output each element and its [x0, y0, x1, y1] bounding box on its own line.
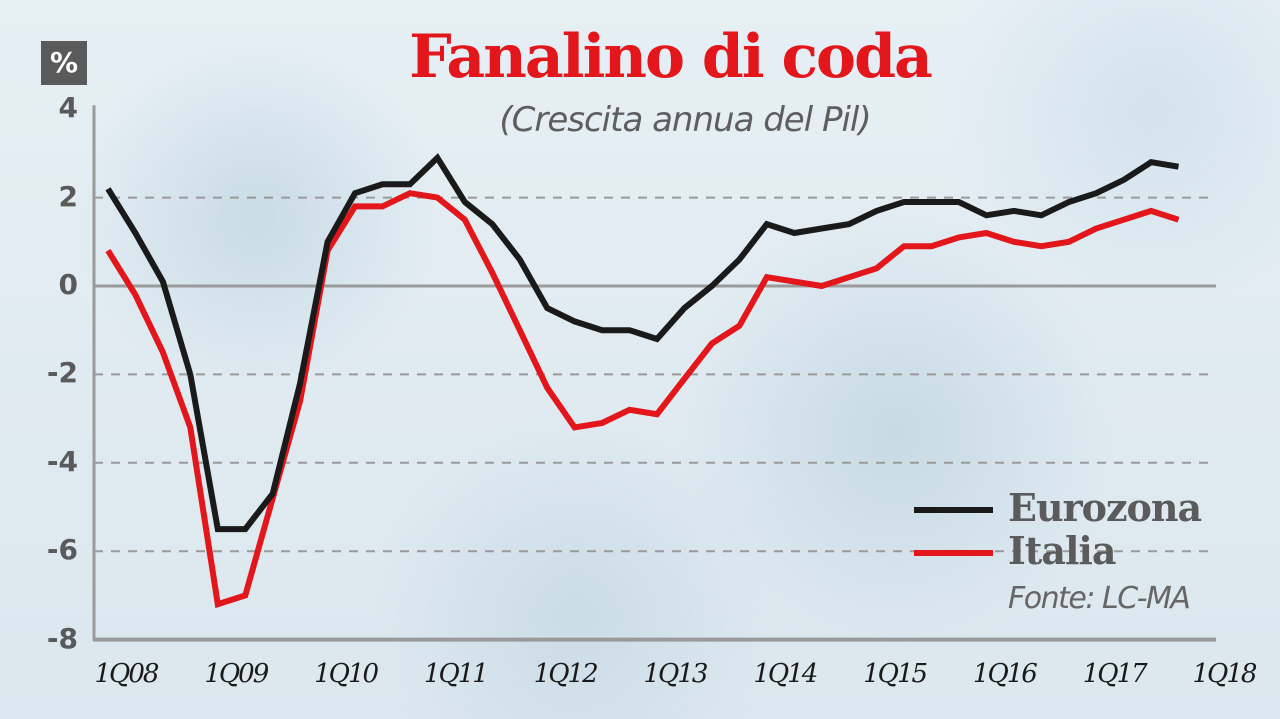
- x-tick-label: 1Q14: [753, 659, 818, 689]
- y-tick-label: -6: [46, 533, 78, 567]
- y-tick-label: -8: [46, 621, 78, 655]
- unit-badge: %: [41, 41, 87, 85]
- x-tick-label: 1Q12: [533, 659, 599, 689]
- legend-swatch-italia: [914, 550, 993, 556]
- y-tick-label: 4: [58, 91, 78, 125]
- y-tick-label: -4: [46, 444, 78, 478]
- series-line-eurozona: [105, 153, 1179, 533]
- x-tick-label: 1Q16: [972, 659, 1038, 689]
- x-tick-label: 1Q09: [204, 659, 269, 689]
- source-note: Fonte: LC-MA: [1008, 581, 1191, 616]
- axes: [92, 105, 1216, 642]
- x-tick-label: 1Q10: [314, 659, 379, 689]
- data-lines: [105, 153, 1180, 609]
- chart-title: Fanalino di coda: [409, 22, 933, 92]
- legend-label-italia: Italia: [1008, 528, 1116, 573]
- x-tick-label: 1Q08: [94, 659, 160, 689]
- x-tick-label: 1Q11: [423, 659, 489, 689]
- x-tick-label: 1Q15: [863, 659, 928, 689]
- x-tick-label: 1Q13: [643, 659, 709, 689]
- y-tick-label: 0: [58, 268, 78, 301]
- y-tick-label: 2: [58, 179, 78, 213]
- legend-label-eurozona: Eurozona: [1008, 485, 1202, 530]
- x-tick-label: 1Q18: [1192, 659, 1258, 689]
- legend-swatch-eurozona: [914, 507, 993, 513]
- chart-subtitle: (Crescita annua del Pil): [499, 100, 871, 140]
- x-tick-label: 1Q17: [1082, 659, 1148, 689]
- y-tick-label: -2: [46, 356, 78, 390]
